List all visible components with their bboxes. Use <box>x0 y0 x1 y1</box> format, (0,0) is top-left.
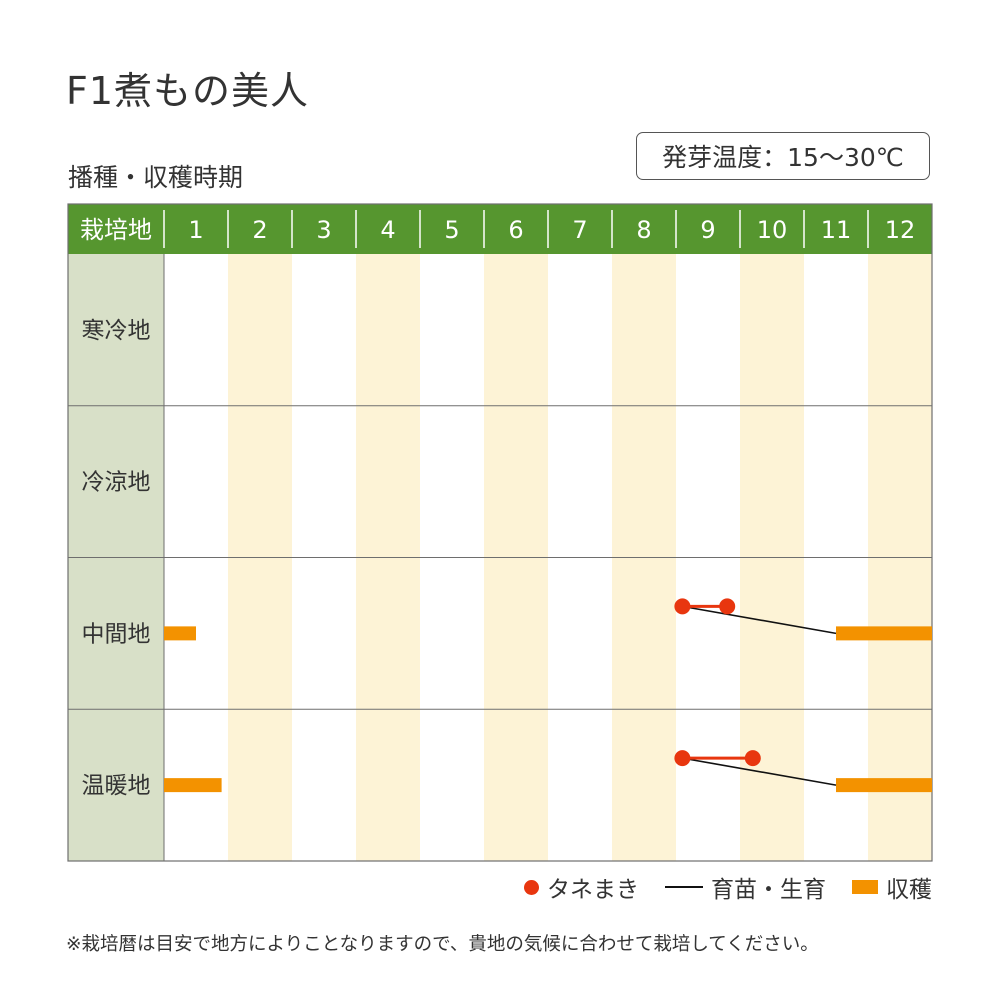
month-header-2: 2 <box>252 216 267 244</box>
harvest-bar-3-1 <box>836 778 932 793</box>
legend-label-harvest: 収穫 <box>886 877 932 903</box>
month-header-1: 1 <box>188 216 203 244</box>
harvest-bar-3-0 <box>164 778 222 793</box>
growing-line-3 <box>682 757 837 786</box>
germination-temperature-badge: 発芽温度：15〜30℃ <box>636 132 930 180</box>
growing-line-2 <box>682 605 837 635</box>
legend-item-growing: 育苗・生育 <box>665 870 826 904</box>
chart-subtitle: 播種・収穫時期 <box>68 163 244 192</box>
month-header-8: 8 <box>636 216 651 244</box>
legend-item-sowing: タネまき <box>524 870 639 904</box>
region-label-1: 冷涼地 <box>82 470 151 496</box>
harvest-bar-icon <box>852 880 878 894</box>
month-header-11: 11 <box>821 216 852 244</box>
month-header-10: 10 <box>757 216 788 244</box>
month-header-7: 7 <box>572 216 587 244</box>
chart-border <box>67 203 933 862</box>
sowing-dot-start-3 <box>674 750 691 767</box>
month-header-4: 4 <box>380 216 395 244</box>
harvest-bar-2-1 <box>836 626 932 641</box>
legend: タネまき 育苗・生育 収穫 <box>524 870 932 904</box>
sowing-dot-end-2 <box>719 598 736 615</box>
sowing-dot-end-3 <box>744 750 761 767</box>
legend-label-sowing: タネまき <box>547 877 639 903</box>
month-header-3: 3 <box>316 216 331 244</box>
region-label-3: 温暖地 <box>82 773 151 799</box>
growing-line-icon <box>665 886 703 888</box>
region-label-0: 寒冷地 <box>82 318 151 344</box>
sowing-marker-icon <box>524 879 539 895</box>
month-header-5: 5 <box>444 216 459 244</box>
header-corner-label: 栽培地 <box>80 216 152 244</box>
page-title: F1煮もの美人 <box>66 69 310 113</box>
month-header-12: 12 <box>885 216 916 244</box>
legend-item-harvest: 収穫 <box>852 870 932 904</box>
legend-label-growing: 育苗・生育 <box>711 877 826 903</box>
month-header-bar <box>68 204 932 254</box>
sowing-dot-start-2 <box>674 598 691 615</box>
harvest-bar-2-0 <box>164 626 196 641</box>
region-label-2: 中間地 <box>82 621 151 647</box>
month-header-9: 9 <box>700 216 715 244</box>
footnote: ※栽培暦は目安で地方によりことなりますので、貴地の気候に合わせて栽培してください… <box>66 934 819 955</box>
month-header-6: 6 <box>508 216 523 244</box>
